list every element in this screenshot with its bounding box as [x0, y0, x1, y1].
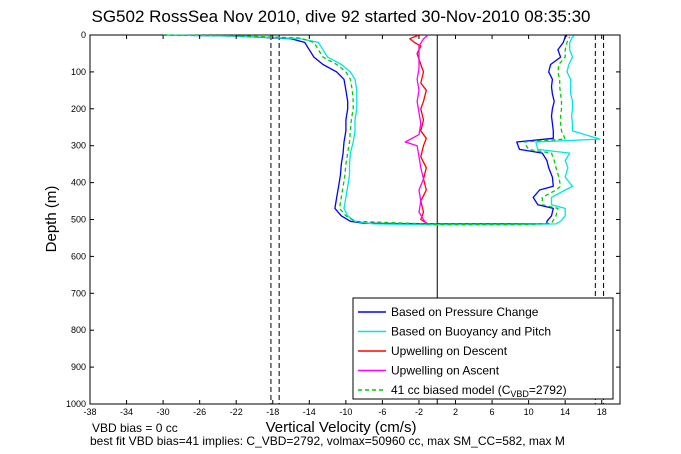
series-line-0 [163, 34, 568, 225]
legend-label: Based on Pressure Change [391, 305, 539, 319]
y-tick-label: 600 [71, 251, 86, 261]
x-tick-label: -38 [83, 407, 96, 417]
series-line-3 [404, 34, 429, 225]
y-tick-label: 0 [81, 30, 86, 40]
y-tick-label: 400 [71, 178, 86, 188]
x-tick-label: -30 [157, 407, 170, 417]
y-tick-label: 500 [71, 215, 86, 225]
footer-vbd-bias: VBD bias = 0 cc [92, 421, 178, 435]
series-line-4 [163, 34, 571, 225]
x-tick-label: -6 [378, 407, 386, 417]
x-tick-label: 2 [453, 407, 458, 417]
y-tick-label: 800 [71, 325, 86, 335]
y-axis-ticks: 0 100 200 300 400 500 600 700 800 900 1000 [66, 30, 620, 409]
y-tick-label: 300 [71, 141, 86, 151]
x-tick-label: -14 [303, 407, 316, 417]
x-tick-label: 14 [560, 407, 570, 417]
x-tick-label: -2 [415, 407, 423, 417]
x-tick-label: -18 [266, 407, 279, 417]
x-axis-label: Vertical Velocity (cm/s) [266, 419, 417, 436]
x-tick-label: -34 [120, 407, 133, 417]
legend-label: 41 cc biased model (CVBD=2792) [391, 383, 567, 399]
legend-label: Based on Buoyancy and Pitch [391, 325, 551, 339]
y-axis-label: Depth (m) [43, 186, 60, 253]
y-tick-label: 100 [71, 67, 86, 77]
series-line-1 [163, 34, 601, 226]
x-tick-label: -26 [193, 407, 206, 417]
y-tick-label: 900 [71, 362, 86, 372]
legend-box [352, 297, 614, 400]
series-line-2 [409, 34, 429, 225]
x-tick-label: 6 [490, 407, 495, 417]
y-tick-label: 200 [71, 104, 86, 114]
y-tick-label: 1000 [66, 399, 86, 409]
x-tick-label: -10 [339, 407, 352, 417]
x-tick-label: 18 [597, 407, 607, 417]
footer-fit-summary: best fit VBD bias=41 implies: C_VBD=2792… [90, 434, 565, 448]
x-tick-label: 10 [524, 407, 534, 417]
legend-label: Upwelling on Descent [391, 344, 508, 358]
series-layer [163, 34, 601, 226]
legend-label: Upwelling on Ascent [391, 364, 500, 378]
x-tick-label: -22 [230, 407, 243, 417]
y-tick-label: 700 [71, 288, 86, 298]
x-axis-ticks: -38 -34 -30 -26 -22 -18 -14 -10 -6 -2 2 6 10 14 18 [83, 35, 607, 417]
chart-title: SG502 RossSea Nov 2010, dive 92 started … [92, 7, 591, 26]
legend: Based on Pressure Change Based on Buoyanc… [352, 297, 614, 400]
